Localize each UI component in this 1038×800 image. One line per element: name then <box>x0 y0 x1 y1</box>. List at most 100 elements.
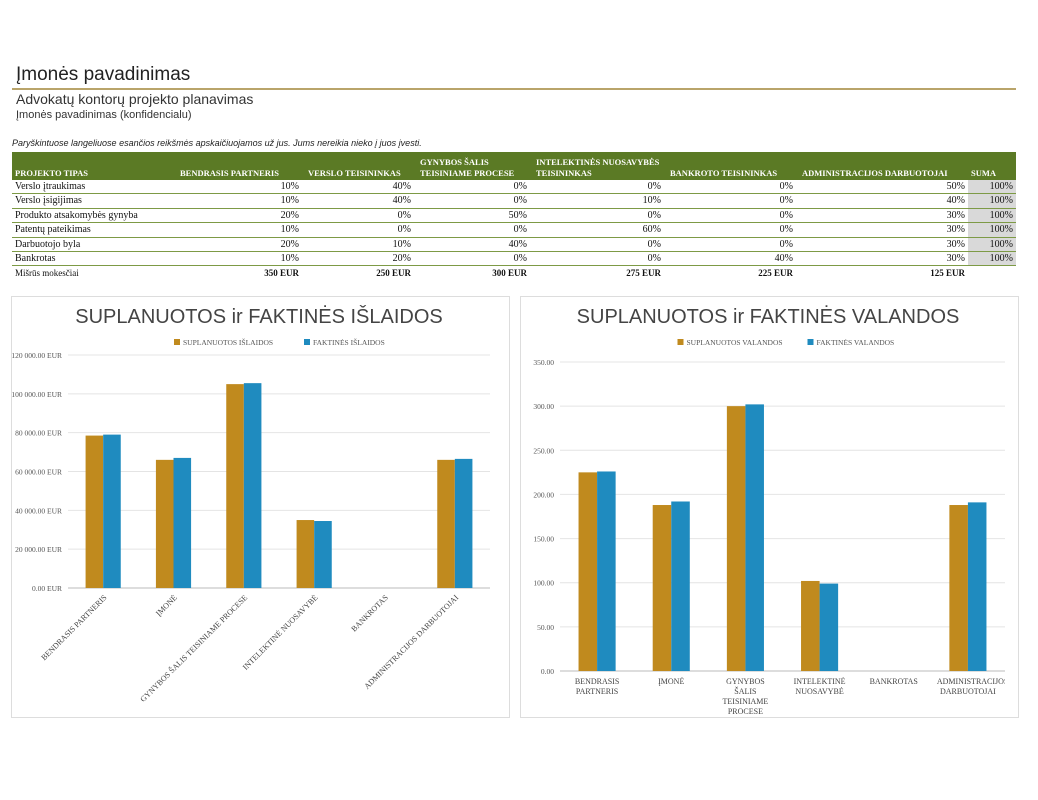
bar <box>671 501 690 671</box>
y-tick-label: 200.00 <box>533 490 554 499</box>
legend-swatch <box>807 339 814 345</box>
x-tick-label: GYNYBOS ŠALIS TEISINIAME PROCESE <box>722 677 769 716</box>
chart-title: SUPLANUOTOS ir FAKTINĖS IŠLAIDOS <box>75 305 443 328</box>
cell: 0% <box>779 195 793 207</box>
bar <box>226 384 244 588</box>
y-tick-label: 150.00 <box>533 535 554 544</box>
cell: 0% <box>647 209 661 221</box>
bar <box>652 505 672 671</box>
y-tick-label: 0.00 EUR <box>32 584 62 593</box>
cell: 0% <box>779 224 793 236</box>
row-border <box>12 265 1016 267</box>
column-header: BANKROTO TEISININKAS <box>670 168 778 178</box>
cell: 40% <box>946 195 965 207</box>
cell: 10% <box>280 253 299 264</box>
x-tick-label: BANKROTAS <box>869 677 918 686</box>
x-tick-label: ĮMONĖ <box>658 677 685 686</box>
y-tick-label: 350.00 <box>533 358 554 367</box>
x-tick-label: INTELEKTINĖ NUOSAVYBĖ <box>241 593 320 672</box>
x-tick-label-box: ĮMONĖ <box>658 677 685 686</box>
y-tick-label: 250.00 <box>533 446 554 455</box>
y-tick-label: 100 000.00 EUR <box>11 390 62 399</box>
y-tick-label: 300.00 <box>533 402 554 411</box>
column-header: GYNYBOS ŠALIS TEISINIAME PROCESE <box>420 157 515 178</box>
y-tick-label: 80 000.00 EUR <box>15 429 62 438</box>
bar <box>243 383 262 588</box>
x-tick-label-box: BENDRASIS PARTNERIS <box>574 677 620 696</box>
page-title: Įmonės pavadinimas <box>16 64 191 85</box>
column-header: ADMINISTRACIJOS DARBUOTOJAI <box>802 168 948 178</box>
legend-swatch <box>677 339 684 345</box>
cell: 0% <box>397 224 411 236</box>
cell: 50% <box>946 181 965 192</box>
cell: 40% <box>508 238 527 250</box>
y-tick-label: 60 000.00 EUR <box>15 468 62 477</box>
cell: 0% <box>647 253 661 264</box>
bar <box>726 406 746 671</box>
cell: Darbuotojo byla <box>15 238 81 250</box>
legend-swatch <box>174 339 180 345</box>
cell: 40% <box>392 181 411 192</box>
cell: 60% <box>642 224 661 236</box>
x-tick-label: ĮMONĖ <box>154 593 179 618</box>
sum-cell: 100% <box>968 237 1016 251</box>
cell: Patentų pateikimas <box>15 224 91 236</box>
row-border <box>12 222 1016 224</box>
bar <box>103 434 121 588</box>
sum-cell: 100% <box>968 223 1016 237</box>
cell: 10% <box>280 195 299 207</box>
legend-swatch <box>304 339 310 345</box>
column-header: BENDRASIS PARTNERIS <box>180 168 279 178</box>
company: Įmonės pavadinimas (konfidencialu) <box>16 109 192 121</box>
bar <box>597 471 616 671</box>
x-tick-label: BANKROTAS <box>349 593 389 633</box>
legend-label: SUPLANUOTOS IŠLAIDOS <box>183 338 273 347</box>
cell: Bankrotas <box>15 253 56 264</box>
cell: 0% <box>513 195 527 207</box>
cell: 0% <box>513 224 527 236</box>
cell: 30% <box>946 224 965 236</box>
cell: 10% <box>280 224 299 236</box>
cell: 0% <box>779 181 793 192</box>
footer-cell: 125 EUR <box>930 268 965 279</box>
x-tick-label-box: INTELEKTINĖ NUOSAVYBĖ <box>794 677 846 696</box>
cell: 20% <box>280 238 299 250</box>
cell: 50% <box>508 209 527 221</box>
x-tick-label-box: GYNYBOS ŠALIS TEISINIAME PROCESE <box>722 677 769 716</box>
sum-cell: 100% <box>968 180 1016 194</box>
cell: 30% <box>946 209 965 221</box>
column-header: VERSLO TEISININKAS <box>308 168 401 178</box>
y-tick-label: 100.00 <box>533 579 554 588</box>
sum-cell: 100% <box>968 208 1016 223</box>
legend-label: FAKTINĖS VALANDOS <box>817 338 895 347</box>
title-rule <box>12 88 1016 90</box>
table-header-bg <box>12 152 1016 180</box>
x-tick-label: BENDRASIS PARTNERIS <box>574 677 620 696</box>
footer-cell: 350 EUR <box>264 268 299 279</box>
note: Paryškintuose langeliuose esančios reikš… <box>12 138 422 148</box>
footer-cell: 275 EUR <box>626 268 661 279</box>
bar <box>173 457 192 588</box>
cell: 0% <box>513 253 527 264</box>
cell: Produkto atsakomybės gynyba <box>15 209 138 221</box>
x-tick-label: BENDRASIS PARTNERIS <box>39 593 108 662</box>
footer-cell: 225 EUR <box>758 268 793 279</box>
cell: 0% <box>647 238 661 250</box>
cell: 40% <box>392 195 411 207</box>
subtitle: Advokatų kontorų projekto planavimas <box>16 91 254 107</box>
cell: 10% <box>642 195 661 207</box>
bar <box>745 404 764 671</box>
bar <box>155 459 174 588</box>
sum-cell: 100% <box>968 252 1016 266</box>
footer-cell: 300 EUR <box>492 268 527 279</box>
table: PROJEKTO TIPAS BENDRASIS PARTNERIS VERSLO … <box>12 152 1016 282</box>
bar <box>967 502 987 671</box>
legend-label: SUPLANUOTOS VALANDOS <box>687 338 783 347</box>
row-border <box>12 193 1016 195</box>
bar <box>454 458 473 588</box>
legend-label: FAKTINĖS IŠLAIDOS <box>313 338 385 347</box>
footer-cell: 250 EUR <box>376 268 411 279</box>
chart-title: SUPLANUOTOS ir FAKTINĖS VALANDOS <box>577 305 960 328</box>
